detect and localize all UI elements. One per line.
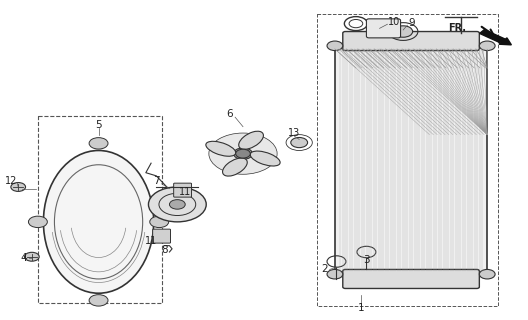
- Text: 6: 6: [227, 109, 233, 119]
- FancyBboxPatch shape: [174, 183, 192, 197]
- Text: 11: 11: [145, 236, 157, 246]
- Circle shape: [479, 269, 495, 279]
- Text: 12: 12: [5, 176, 17, 186]
- Bar: [38, 116, 162, 303]
- Ellipse shape: [43, 150, 154, 293]
- Text: 7: 7: [153, 176, 159, 186]
- Text: FR.: FR.: [448, 23, 466, 33]
- Text: 5: 5: [95, 120, 102, 130]
- Ellipse shape: [239, 131, 263, 149]
- Text: 2: 2: [321, 264, 328, 275]
- Text: 10: 10: [388, 17, 400, 27]
- Bar: [335, 46, 487, 274]
- Circle shape: [24, 252, 39, 261]
- FancyBboxPatch shape: [343, 269, 479, 288]
- Circle shape: [327, 41, 343, 51]
- Circle shape: [235, 149, 250, 158]
- Circle shape: [89, 138, 108, 149]
- FancyArrow shape: [479, 30, 512, 45]
- Circle shape: [11, 182, 25, 191]
- Circle shape: [479, 41, 495, 51]
- Circle shape: [29, 216, 48, 228]
- Text: 3: 3: [363, 255, 370, 265]
- Circle shape: [148, 187, 206, 222]
- Ellipse shape: [250, 151, 280, 166]
- Circle shape: [233, 148, 252, 159]
- Text: 1: 1: [358, 302, 364, 313]
- FancyBboxPatch shape: [366, 19, 401, 38]
- Circle shape: [209, 133, 277, 174]
- Circle shape: [394, 26, 413, 37]
- FancyBboxPatch shape: [153, 229, 171, 243]
- Ellipse shape: [206, 141, 235, 156]
- Text: 9: 9: [409, 18, 416, 28]
- Bar: [316, 14, 498, 306]
- Circle shape: [89, 295, 108, 306]
- Circle shape: [169, 200, 185, 209]
- Circle shape: [150, 216, 168, 228]
- Text: 13: 13: [288, 128, 300, 138]
- Text: 11: 11: [179, 187, 191, 197]
- Text: 4: 4: [21, 253, 27, 263]
- Ellipse shape: [223, 158, 247, 176]
- Circle shape: [291, 138, 308, 148]
- FancyBboxPatch shape: [343, 32, 479, 51]
- Text: 8: 8: [161, 245, 167, 255]
- Circle shape: [327, 269, 343, 279]
